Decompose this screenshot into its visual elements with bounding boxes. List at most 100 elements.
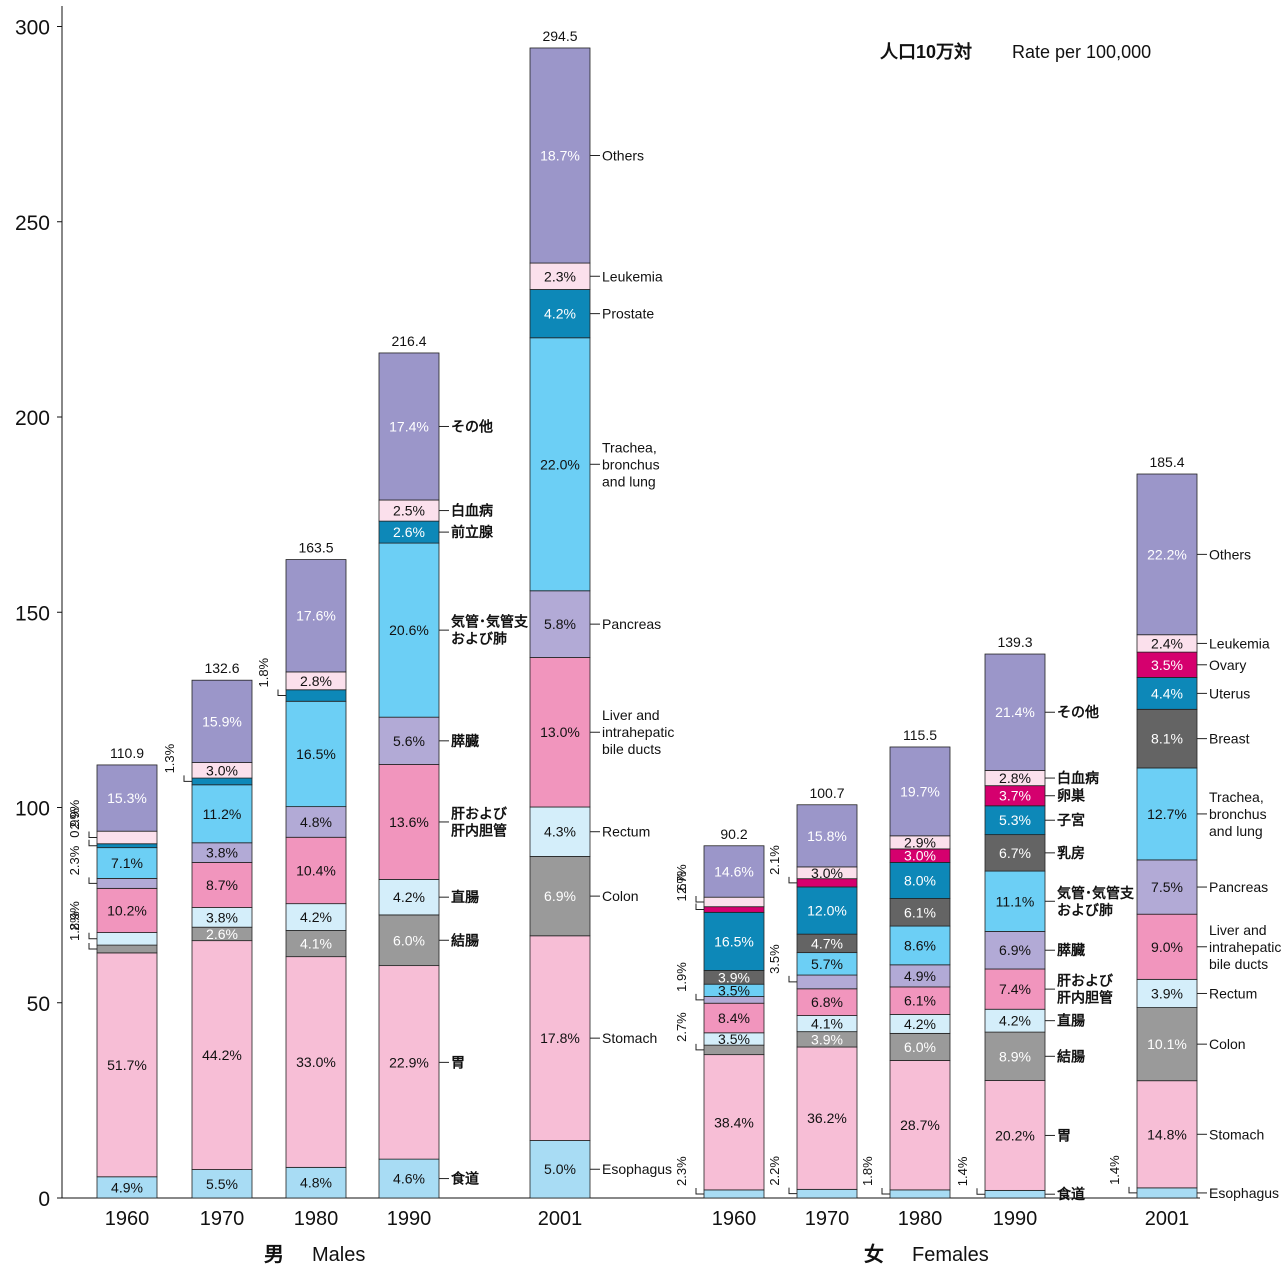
bar-segment-colon — [285, 930, 347, 958]
x-tick-label: 1980 — [898, 1208, 943, 1230]
segment-percent-label: 15.9% — [202, 713, 242, 729]
bar-total-label: 100.7 — [809, 785, 844, 801]
bar-segment-ovary — [1136, 651, 1198, 678]
bar-segment-others — [96, 764, 158, 832]
bar-segment-liver — [984, 968, 1046, 1010]
segment-percent-label: 13.6% — [389, 814, 429, 830]
bar-segment-lung — [285, 700, 347, 808]
segment-percent-label: 16.5% — [296, 746, 336, 762]
bar-segment-others — [529, 47, 591, 264]
segment-percent-label: 28.7% — [900, 1117, 940, 1133]
rate-label-en: Rate per 100,000 — [1012, 42, 1151, 62]
segment-percent-label: 10.4% — [296, 862, 336, 878]
bar-segment-pancreas — [1136, 859, 1198, 915]
small-segment-annotation: 1.6% — [674, 871, 689, 901]
segment-percent-label: 6.8% — [811, 994, 843, 1010]
small-segment-annotation: 2.7% — [674, 864, 689, 894]
segment-percent-label: 14.8% — [1147, 1126, 1187, 1142]
category-label-lung: 気管･気管支および肺 — [451, 614, 529, 647]
segment-percent-label: 3.5% — [718, 1031, 750, 1047]
x-tick-label: 1960 — [105, 1208, 150, 1230]
annotation-leader-line — [183, 775, 192, 782]
segment-percent-label: 6.9% — [999, 942, 1031, 958]
segment-percent-label: 8.1% — [1151, 731, 1183, 747]
segment-percent-label: 6.9% — [544, 888, 576, 904]
bar-segment-colon — [378, 914, 440, 967]
bar-total-label: 216.4 — [391, 333, 426, 349]
segment-percent-label: 13.0% — [540, 724, 580, 740]
bar-segment-breast — [1136, 708, 1198, 769]
bar-segment-pancreas — [796, 974, 858, 990]
category-label-rectum: 直腸 — [1057, 1013, 1085, 1029]
annotation-leader-line — [788, 975, 797, 983]
segment-percent-label: 4.7% — [811, 935, 843, 951]
segment-percent-label: 3.0% — [904, 848, 936, 864]
category-label-prostate: Prostate — [602, 306, 654, 322]
segment-percent-label: 6.0% — [904, 1039, 936, 1055]
bar-total-label: 139.3 — [997, 634, 1032, 650]
segment-percent-label: 17.4% — [389, 418, 429, 434]
segment-percent-label: 15.3% — [107, 790, 147, 806]
bar-segment-lung — [889, 925, 951, 966]
small-segment-annotation: 2.2% — [767, 1156, 782, 1186]
small-segment-annotation: 1.8% — [67, 911, 82, 941]
small-segment-annotation: 2.9% — [67, 901, 82, 931]
small-segment-annotation: 3.5% — [767, 944, 782, 974]
segment-percent-label: 3.8% — [206, 845, 238, 861]
category-label-lung: 気管･気管支および肺 — [1057, 885, 1135, 918]
bar-segment-liver — [285, 836, 347, 905]
bar-segment-prostate — [96, 843, 158, 849]
segment-percent-label: 8.9% — [999, 1048, 1031, 1064]
annotation-leader-line — [695, 895, 704, 903]
bar-segment-leukemia — [96, 830, 158, 845]
annotation-leader-line — [1128, 1186, 1137, 1194]
category-label-uterus: Uterus — [1209, 685, 1250, 701]
bar-segment-uterus — [796, 886, 858, 935]
segment-percent-label: 2.5% — [393, 503, 425, 519]
small-segment-annotation: 1.4% — [1107, 1155, 1122, 1185]
segment-percent-label: 5.5% — [206, 1176, 238, 1192]
y-tick-label: 150 — [15, 602, 50, 625]
bar-segment-stomach — [529, 935, 591, 1141]
segment-percent-label: 5.6% — [393, 733, 425, 749]
annotation-leader-line — [88, 839, 97, 847]
annotation-leader-line — [788, 876, 797, 884]
bar-segment-others — [984, 653, 1046, 771]
y-tick-label: 250 — [15, 212, 50, 235]
small-segment-annotation: 2.1% — [767, 845, 782, 875]
category-label-breast: 乳房 — [1057, 845, 1085, 861]
annotations-layer: その他白血病前立腺気管･気管支および肺膵臓肝および肝内胆管直腸結腸胃食道Othe… — [67, 148, 1281, 1203]
category-label-stomach: Stomach — [1209, 1126, 1264, 1142]
segment-percent-label: 4.9% — [111, 1179, 143, 1195]
segment-percent-label: 7.5% — [1151, 879, 1183, 895]
category-label-colon: 結腸 — [1057, 1048, 1085, 1064]
category-label-ovary: Ovary — [1209, 657, 1246, 673]
small-segment-annotation: 1.4% — [955, 1156, 970, 1186]
x-tick-label: 1960 — [712, 1208, 757, 1230]
category-label-pancreas: Pancreas — [602, 616, 661, 632]
segment-percent-label: 3.5% — [718, 982, 750, 998]
segment-percent-label: 3.7% — [999, 788, 1031, 804]
bar-segment-others — [191, 679, 253, 763]
segment-percent-label: 4.2% — [300, 909, 332, 925]
segment-percent-label: 10.2% — [107, 902, 147, 918]
category-label-colon: 結腸 — [451, 932, 479, 948]
segment-percent-label: 20.6% — [389, 622, 429, 638]
segment-percent-label: 2.3% — [544, 268, 576, 284]
segment-percent-label: 4.3% — [544, 824, 576, 840]
bar-segment-others — [285, 559, 347, 673]
segment-percent-label: 2.6% — [206, 926, 238, 942]
y-tick-label: 0 — [38, 1188, 50, 1211]
x-tick-label: 1970 — [200, 1208, 245, 1230]
segment-percent-label: 3.9% — [718, 969, 750, 985]
segment-percent-label: 5.0% — [544, 1161, 576, 1177]
bar-segment-lung — [984, 870, 1046, 932]
annotation-leader-line — [976, 1188, 985, 1195]
segment-percent-label: 22.0% — [540, 456, 580, 472]
segment-percent-label: 38.4% — [714, 1114, 754, 1130]
bar-segment-esophagus — [984, 1189, 1046, 1199]
segment-percent-label: 12.7% — [1147, 806, 1187, 822]
small-segment-annotation: 2.9% — [67, 799, 82, 829]
segment-percent-label: 16.5% — [714, 933, 754, 949]
